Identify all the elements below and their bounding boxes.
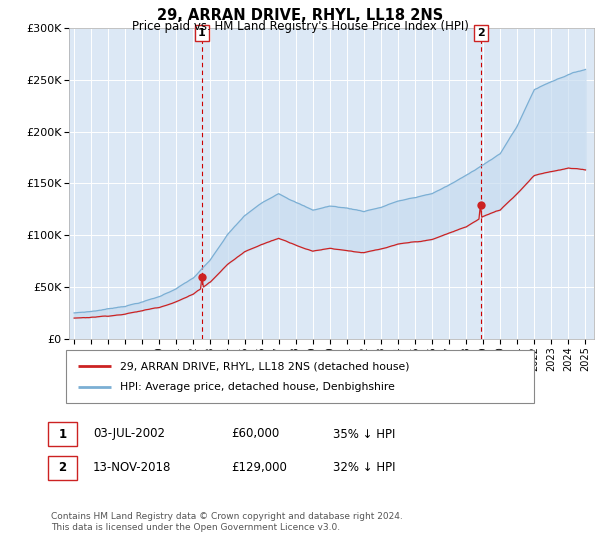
Text: Contains HM Land Registry data © Crown copyright and database right 2024.
This d: Contains HM Land Registry data © Crown c… — [51, 512, 403, 532]
Text: HPI: Average price, detached house, Denbighshire: HPI: Average price, detached house, Denb… — [120, 382, 395, 392]
Text: £60,000: £60,000 — [231, 427, 279, 441]
Text: 03-JUL-2002: 03-JUL-2002 — [93, 427, 165, 441]
Text: 2: 2 — [477, 28, 485, 38]
Text: Price paid vs. HM Land Registry's House Price Index (HPI): Price paid vs. HM Land Registry's House … — [131, 20, 469, 32]
Text: £129,000: £129,000 — [231, 461, 287, 474]
Text: 32% ↓ HPI: 32% ↓ HPI — [333, 461, 395, 474]
Text: 1: 1 — [58, 427, 67, 441]
Text: 29, ARRAN DRIVE, RHYL, LL18 2NS: 29, ARRAN DRIVE, RHYL, LL18 2NS — [157, 8, 443, 24]
Text: 1: 1 — [198, 28, 206, 38]
Text: 2: 2 — [58, 461, 67, 474]
Text: 13-NOV-2018: 13-NOV-2018 — [93, 461, 172, 474]
Text: 35% ↓ HPI: 35% ↓ HPI — [333, 427, 395, 441]
Text: 29, ARRAN DRIVE, RHYL, LL18 2NS (detached house): 29, ARRAN DRIVE, RHYL, LL18 2NS (detache… — [120, 361, 409, 371]
